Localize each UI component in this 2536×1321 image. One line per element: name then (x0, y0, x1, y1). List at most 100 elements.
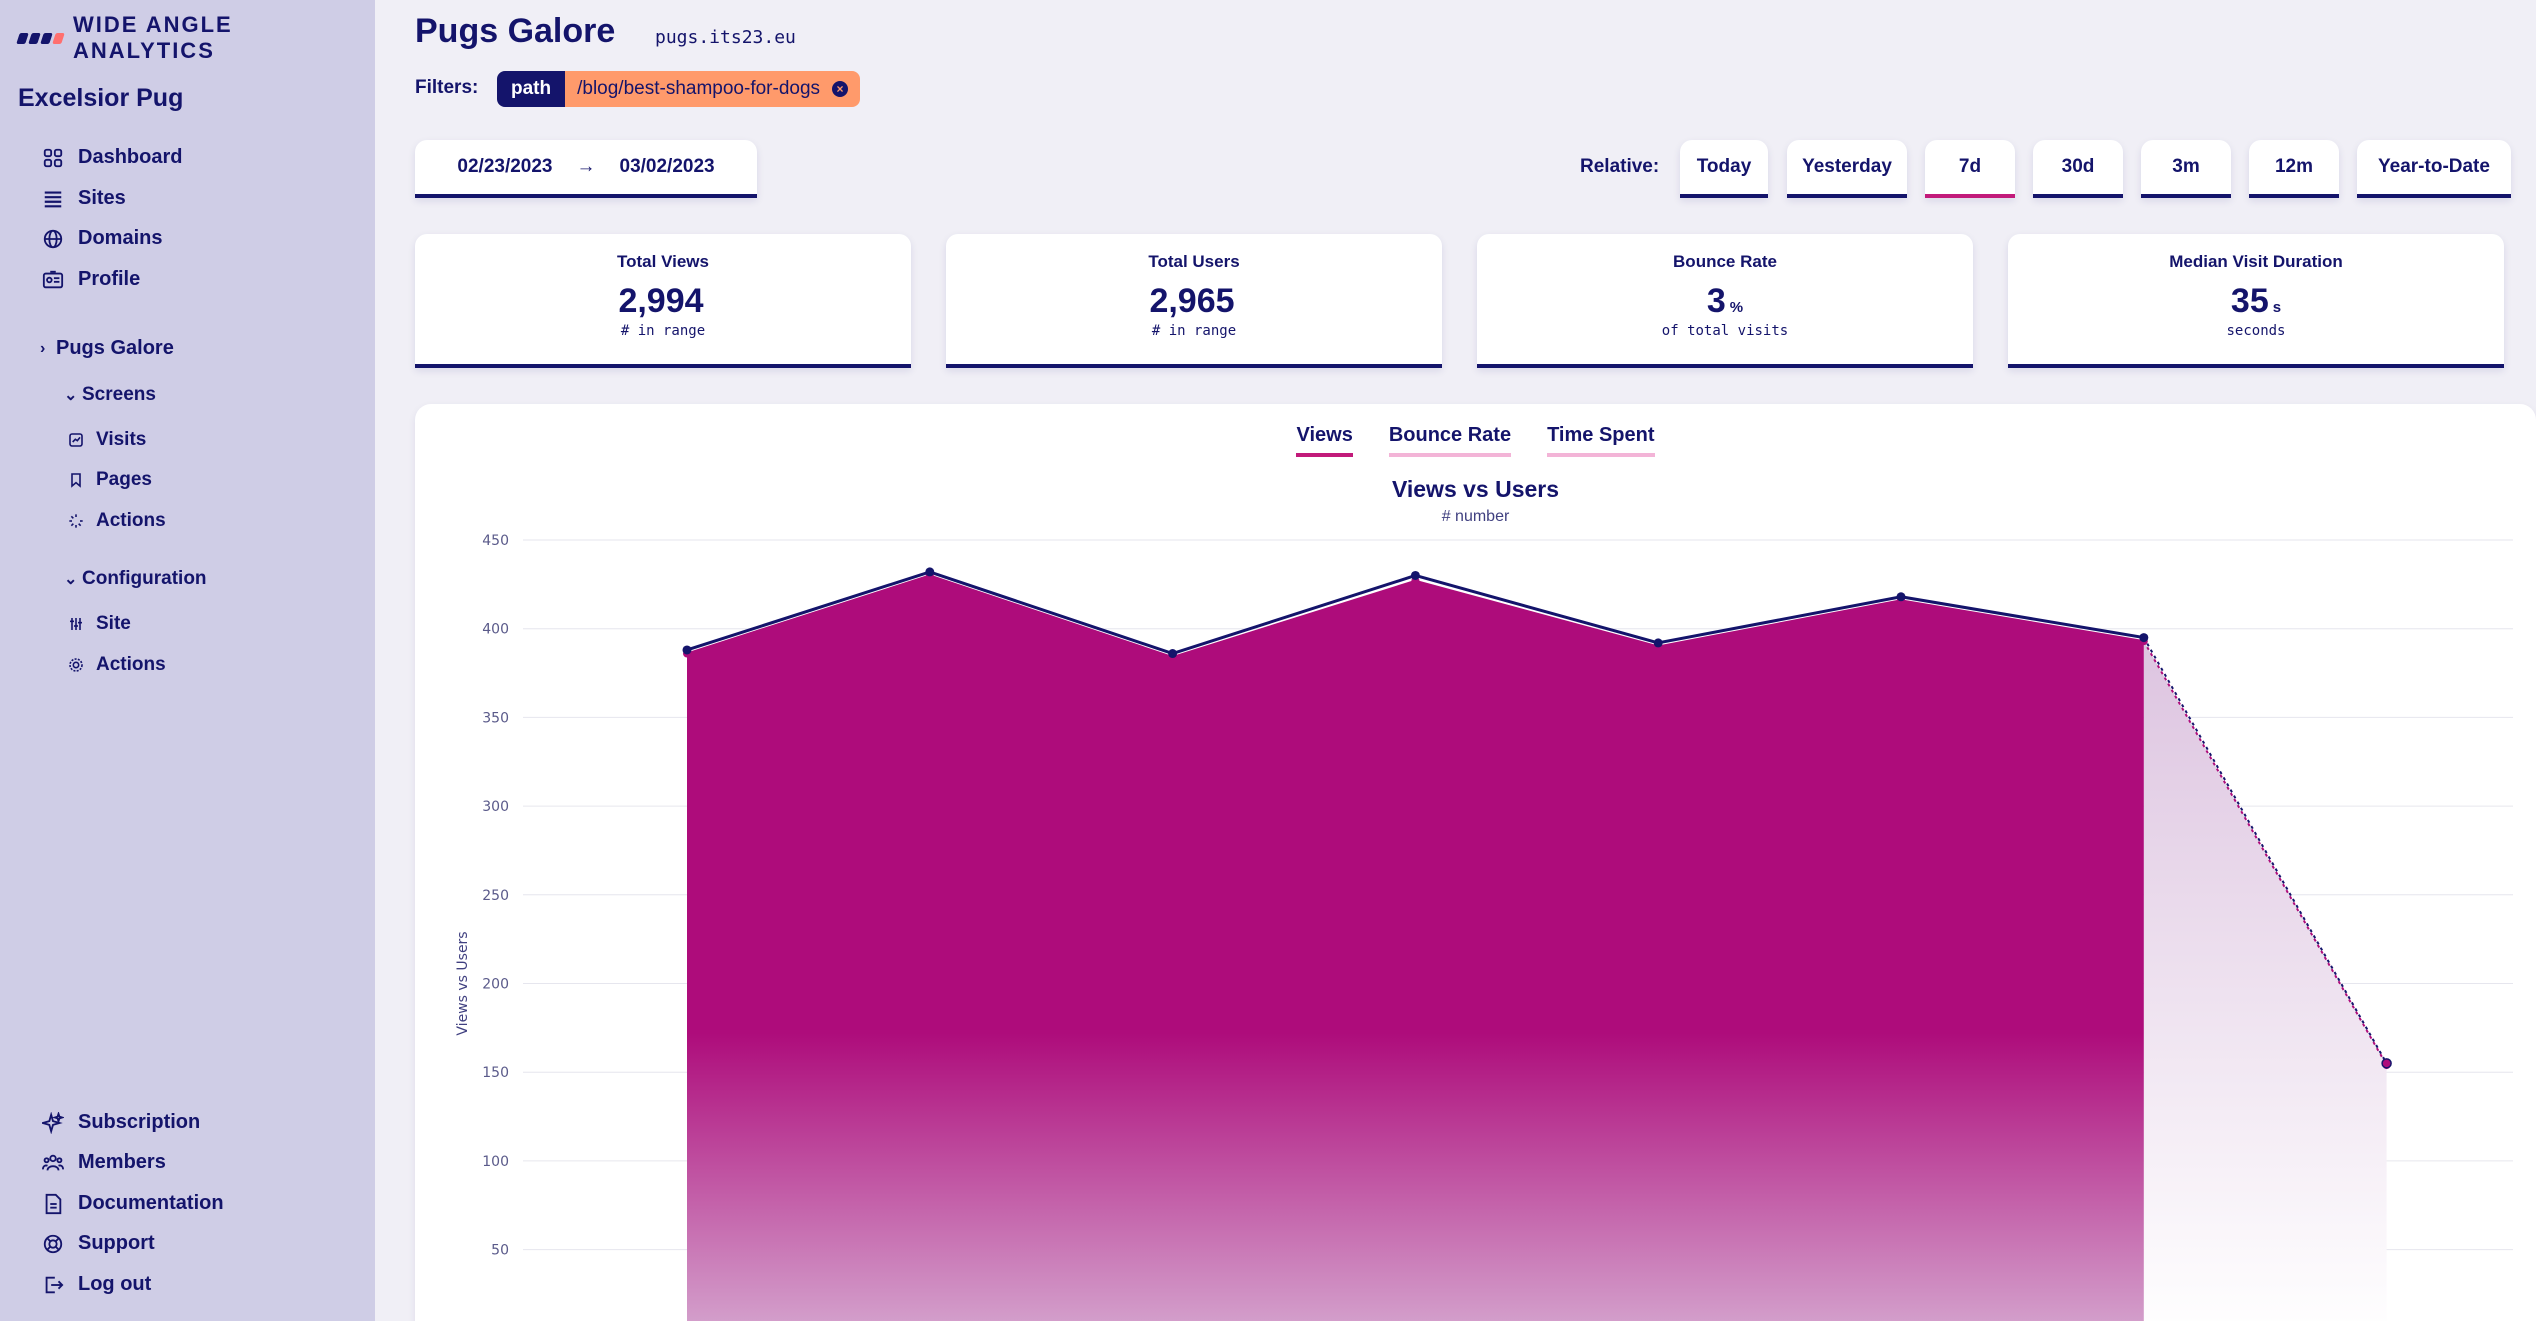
nav-label: Configuration (82, 568, 207, 589)
filters-label: Filters: (415, 77, 479, 98)
nav-pages[interactable]: Pages (68, 469, 152, 491)
site-domain: pugs.its23.eu (655, 27, 796, 48)
nav-label: Actions (96, 654, 166, 675)
chart-icon (69, 433, 83, 447)
grid-icon (43, 148, 63, 167)
relative-yesterday-button[interactable]: Yesterday (1787, 140, 1907, 198)
logout-icon (45, 1276, 64, 1293)
nav-label: Dashboard (78, 146, 183, 168)
tab-time-spent[interactable]: Time Spent (1547, 424, 1655, 457)
nav-label: Actions (96, 510, 166, 531)
globe-icon (43, 229, 63, 248)
relative-ytd-button[interactable]: Year-to-Date (2357, 140, 2511, 198)
nav-label: Screens (82, 384, 156, 405)
y-tick-label: 150 (482, 1065, 509, 1081)
views-point (1410, 570, 1420, 580)
views-point (1168, 649, 1178, 659)
sliders-icon (70, 618, 82, 630)
views-point (682, 645, 692, 655)
stat-card-total-views: Total Views 2,994 # in range (415, 234, 911, 368)
nav-profile[interactable]: Profile (42, 268, 140, 291)
views-point (2139, 633, 2149, 643)
nav-label: Members (78, 1151, 166, 1173)
stat-title: Median Visit Duration (2169, 252, 2343, 271)
filter-chip[interactable]: path /blog/best-shampoo-for-dogs × (497, 71, 861, 107)
brand-name: Wide Angle Analytics (73, 12, 233, 63)
nav-logout[interactable]: Log out (42, 1273, 151, 1296)
page-title: Pugs Galore (415, 12, 616, 50)
nav-subscription[interactable]: Subscription (42, 1111, 200, 1134)
nav-site-pugs-galore[interactable]: › Pugs Galore (40, 337, 174, 360)
stat-card-total-users: Total Users 2,965 # in range (946, 234, 1442, 368)
stat-value: 2,994 (618, 282, 704, 320)
nav-label: Site (96, 613, 131, 634)
gear-icon (69, 658, 83, 672)
stat-title: Total Users (1148, 252, 1240, 271)
stat-subtitle: seconds (2226, 323, 2286, 339)
relative-30d-button[interactable]: 30d (2033, 140, 2123, 198)
y-tick-label: 50 (491, 1243, 509, 1259)
stat-subtitle: # in range (620, 323, 706, 339)
stat-subtitle: of total visits (1661, 323, 1789, 339)
date-range-picker[interactable]: 02/23/2023 → 03/02/2023 (415, 140, 757, 198)
users-area (687, 575, 2144, 1321)
chevron-down-icon: ⌄ (64, 387, 78, 404)
nav-config-actions[interactable]: Actions (68, 654, 166, 676)
chart-title: Views vs Users (1391, 476, 1560, 502)
list-icon (44, 190, 62, 207)
stat-title: Total Views (617, 252, 709, 271)
nav-configuration-group[interactable]: ⌄ Configuration (64, 568, 207, 590)
nav-documentation[interactable]: Documentation (42, 1192, 224, 1215)
sidebar: Wide Angle Analytics Excelsior Pug Dashb… (0, 0, 375, 1321)
nav-actions[interactable]: Actions (68, 510, 166, 532)
stat-card-bounce-rate: Bounce Rate 3% of total visits (1477, 234, 1973, 368)
nav-config-site[interactable]: Site (68, 613, 131, 635)
filter-value-text: /blog/best-shampoo-for-dogs (577, 78, 821, 99)
date-to: 03/02/2023 (619, 156, 715, 177)
y-axis-label: Views vs Users (455, 931, 471, 1035)
stat-value: 2,965 (1149, 282, 1235, 320)
relative-today-button[interactable]: Today (1680, 140, 1768, 198)
nav-label: Documentation (78, 1192, 224, 1214)
chevron-right-icon: › (40, 339, 46, 357)
nav-visits[interactable]: Visits (68, 429, 146, 451)
chart-tabs: Views Bounce Rate Time Spent (415, 424, 2536, 457)
chevron-down-icon: ⌄ (64, 571, 78, 588)
arrow-right-icon: → (576, 156, 596, 177)
nav-sites[interactable]: Sites (42, 187, 126, 210)
stat-subtitle: # in range (1151, 323, 1237, 339)
close-icon[interactable]: × (832, 81, 849, 97)
filter-value: /blog/best-shampoo-for-dogs × (565, 71, 861, 107)
y-tick-label: 350 (482, 710, 509, 726)
chart-subtitle: # number (1441, 508, 1510, 525)
y-tick-label: 100 (482, 1154, 509, 1170)
chart-card: Views Bounce Rate Time Spent Views vs Us… (415, 404, 2536, 1321)
users-partial-line (2142, 640, 2388, 1066)
nav-label: Support (78, 1232, 155, 1254)
nav-support[interactable]: Support (42, 1232, 155, 1255)
relative-3m-button[interactable]: 3m (2141, 140, 2231, 198)
id-card-icon (42, 270, 64, 288)
relative-12m-button[interactable]: 12m (2249, 140, 2339, 198)
tab-bounce-rate[interactable]: Bounce Rate (1388, 424, 1512, 457)
logo-mark-icon (16, 32, 65, 44)
nav-label: Log out (78, 1273, 152, 1295)
y-tick-label: 250 (482, 888, 509, 904)
nav-domains[interactable]: Domains (42, 227, 162, 250)
views-point (1653, 638, 1663, 648)
stat-value: 3% (1706, 282, 1744, 320)
nav-members[interactable]: Members (42, 1151, 166, 1174)
nav-label: Visits (96, 429, 147, 450)
date-from: 02/23/2023 (457, 156, 553, 177)
nav-dashboard[interactable]: Dashboard (42, 146, 182, 169)
tab-views[interactable]: Views (1296, 424, 1353, 457)
users-icon (42, 1154, 64, 1171)
y-tick-label: 300 (482, 799, 509, 815)
y-tick-label: 200 (482, 977, 509, 993)
lifebuoy-icon (43, 1234, 63, 1253)
y-tick-label: 450 (482, 533, 509, 549)
brand-logo[interactable]: Wide Angle Analytics (16, 12, 375, 64)
nav-screens-group[interactable]: ⌄ Screens (64, 384, 156, 406)
nav-label: Sites (78, 187, 126, 209)
relative-7d-button[interactable]: 7d (1925, 140, 2015, 198)
